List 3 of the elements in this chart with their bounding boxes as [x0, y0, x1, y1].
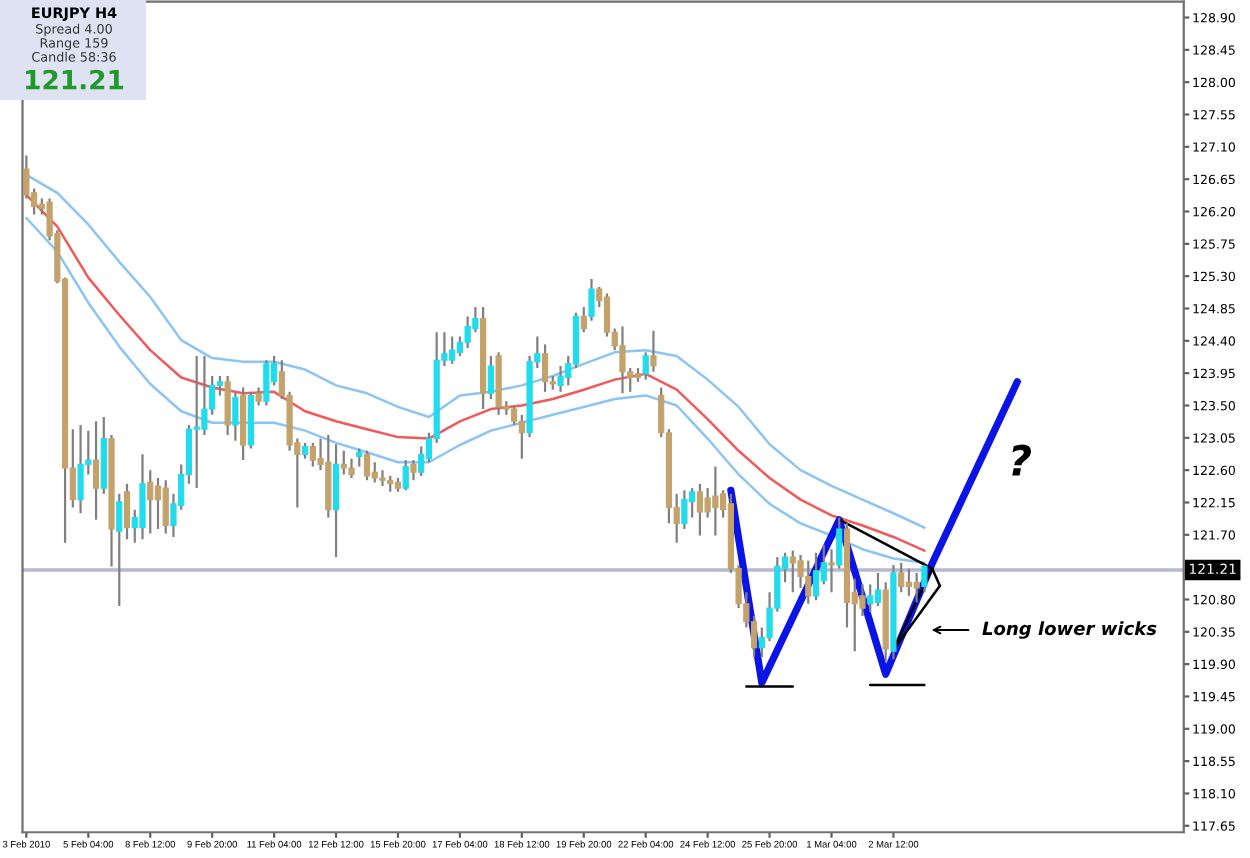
annotation: Long lower wicks: [982, 621, 1157, 639]
annotation: ?: [1012, 444, 1032, 476]
annotation: 121.21: [26, 69, 124, 90]
